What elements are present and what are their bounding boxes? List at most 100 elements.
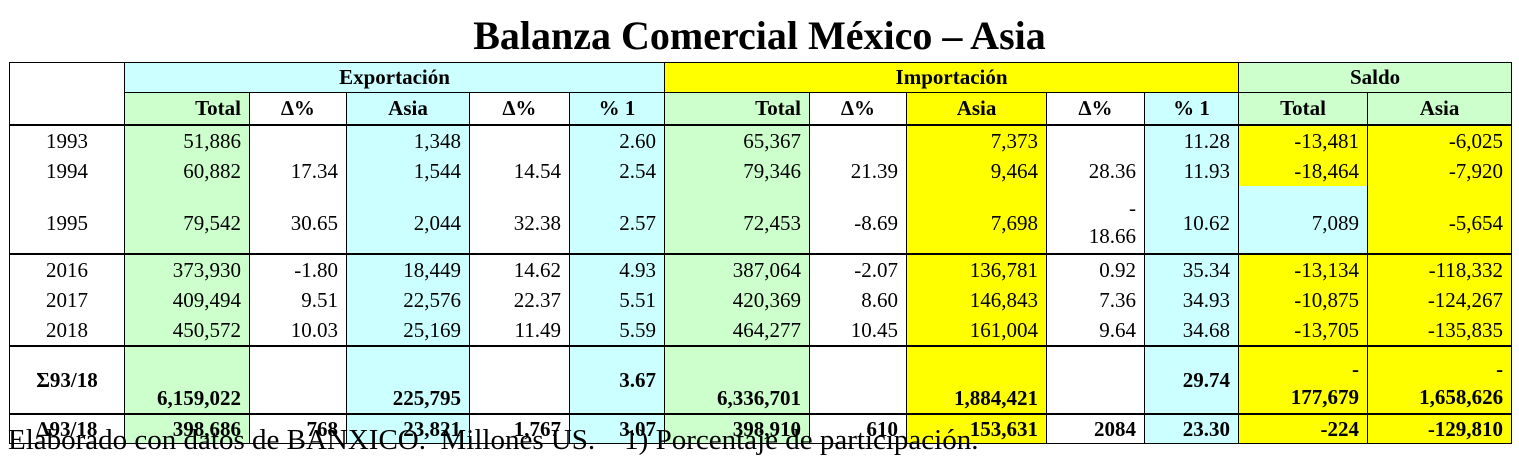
cell-imp-total: 387,064 — [664, 253, 811, 285]
column-header-row: Total ∆% Asia ∆% % 1 Total ∆% Asia ∆% % … — [10, 92, 1513, 126]
cell-exp-dpct: 10.03 — [249, 315, 347, 346]
row-year: 2017 — [9, 285, 125, 315]
cell-exp-dpct2: 22.37 — [469, 285, 570, 315]
cell-exp-pct1: 5.59 — [568, 315, 666, 346]
cell-exp-pct1: 4.93 — [568, 253, 666, 285]
cell-exp-dpct2: 1,767 — [469, 414, 570, 444]
cell-imp-dpct: 8.60 — [809, 285, 908, 315]
cell-sal-asia: - 1,658,626 — [1367, 345, 1513, 415]
table-row: 2018 450,572 10.03 25,169 11.49 5.59 464… — [9, 315, 1513, 346]
group-header-row: Exportación Importación Saldo — [9, 62, 1513, 126]
cell-imp-total: 464,277 — [664, 315, 811, 346]
cell-imp-dpct: -8.69 — [809, 186, 908, 254]
header-exp-asia: Asia — [346, 92, 470, 126]
header-imp-dpct2: ∆% — [1046, 92, 1146, 126]
cell-sal-total: -13,134 — [1238, 253, 1369, 285]
cell-exp-dpct: 17.34 — [249, 156, 347, 186]
cell-exp-asia: 2,044 — [346, 186, 470, 254]
cell-imp-dpct2: 28.36 — [1046, 156, 1146, 186]
delta-label: ∆93/18 — [9, 414, 125, 444]
cell-imp-dpct2 — [1046, 125, 1146, 156]
cell-exp-total: 6,159,022 — [124, 345, 250, 415]
table-row: 1993 51,886 1,348 2.60 65,367 7,373 11.2… — [9, 125, 1513, 156]
cell-imp-dpct: 610 — [809, 414, 908, 444]
minus-sign: - — [1352, 357, 1360, 381]
cell-exp-dpct: 30.65 — [249, 186, 347, 254]
cell-imp-asia: 153,631 — [906, 414, 1048, 444]
row-year: 1994 — [9, 156, 125, 186]
cell-imp-dpct2 — [1046, 345, 1146, 415]
cell-exp-dpct2: 11.49 — [469, 315, 570, 346]
cell-sal-total: -18,464 — [1238, 156, 1369, 186]
cell-sal-asia: -118,332 — [1367, 253, 1513, 285]
cell-imp-dpct2: 9.64 — [1046, 315, 1146, 346]
header-imp-dpct: ∆% — [809, 92, 908, 126]
cell-exp-dpct2: 14.54 — [469, 156, 570, 186]
header-exp-total: Total — [124, 92, 250, 126]
minus-sign: - — [1129, 196, 1137, 220]
header-exp-dpct: ∆% — [249, 92, 347, 126]
cell-sal-asia: -6,025 — [1367, 125, 1513, 156]
cell-imp-pct1: 35.34 — [1144, 253, 1240, 285]
trade-balance-table: Exportación Importación Saldo Total ∆% A… — [9, 62, 1513, 444]
row-year: 2016 — [9, 253, 125, 285]
cell-exp-asia: 1,348 — [346, 125, 470, 156]
cell-exp-dpct: 768 — [249, 414, 347, 444]
group-import: Importación — [664, 62, 1240, 93]
header-imp-pct1: % 1 — [1144, 92, 1240, 126]
cell-sal-asia: -5,654 — [1367, 186, 1513, 254]
cell-exp-dpct2 — [469, 345, 570, 415]
cell-exp-dpct2: 32.38 — [469, 186, 570, 254]
cell-sal-total: -13,481 — [1238, 125, 1369, 156]
cell-exp-pct1: 2.57 — [568, 186, 666, 254]
cell-imp-pct1: 11.93 — [1144, 156, 1240, 186]
cell-imp-total: 65,367 — [664, 125, 811, 156]
cell-imp-dpct: -2.07 — [809, 253, 908, 285]
cell-imp-asia: 7,373 — [906, 125, 1048, 156]
header-imp-asia: Asia — [906, 92, 1048, 126]
cell-imp-total: 6,336,701 — [664, 345, 811, 415]
cell-imp-asia: 7,698 — [906, 186, 1048, 254]
cell-exp-total: 450,572 — [124, 315, 250, 346]
row-year: 1993 — [9, 125, 125, 156]
cell-exp-asia: 225,795 — [346, 345, 470, 415]
header-imp-total: Total — [664, 92, 811, 126]
cell-sal-asia: -135,835 — [1367, 315, 1513, 346]
cell-exp-dpct — [249, 125, 347, 156]
cell-exp-dpct2 — [469, 125, 570, 156]
cell-sal-asia: -124,267 — [1367, 285, 1513, 315]
cell-exp-asia: 18,449 — [346, 253, 470, 285]
cell-exp-total: 51,886 — [124, 125, 250, 156]
cell-imp-dpct2: - 18.66 — [1046, 186, 1146, 254]
cell-exp-asia: 22,576 — [346, 285, 470, 315]
cell-imp-total: 420,369 — [664, 285, 811, 315]
cell-sal-asia: -129,810 — [1367, 414, 1513, 444]
cell-imp-asia: 161,004 — [906, 315, 1048, 346]
cell-imp-pct1: 34.68 — [1144, 315, 1240, 346]
cell-sal-total: - 177,679 — [1238, 345, 1369, 415]
header-exp-pct1: % 1 — [568, 92, 666, 126]
page-title: Balanza Comercial México – Asia — [473, 13, 1046, 58]
cell-sal-total: -10,875 — [1238, 285, 1369, 315]
delta-row: ∆93/18 398,686 768 23,821 1,767 3.07 398… — [9, 414, 1513, 444]
cell-imp-pct1: 11.28 — [1144, 125, 1240, 156]
row-year: 2018 — [9, 315, 125, 346]
cell-exp-dpct: -1.80 — [249, 253, 347, 285]
cell-exp-dpct: 9.51 — [249, 285, 347, 315]
cell-exp-pct1: 2.60 — [568, 125, 666, 156]
cell-value: 1,658,626 — [1419, 385, 1504, 409]
sum-label: Σ93/18 — [9, 345, 125, 415]
cell-imp-dpct2: 7.36 — [1046, 285, 1146, 315]
cell-imp-asia: 136,781 — [906, 253, 1048, 285]
cell-imp-dpct2: 0.92 — [1046, 253, 1146, 285]
cell-exp-total: 79,542 — [124, 186, 250, 254]
cell-sal-total: -224 — [1238, 414, 1369, 444]
cell-exp-total: 373,930 — [124, 253, 250, 285]
cell-sal-asia: -7,920 — [1367, 156, 1513, 186]
header-exp-dpct2: ∆% — [469, 92, 570, 126]
cell-imp-asia: 9,464 — [906, 156, 1048, 186]
table-row: 1994 60,882 17.34 1,544 14.54 2.54 79,34… — [9, 156, 1513, 186]
cell-imp-dpct: 21.39 — [809, 156, 908, 186]
cell-value: 177,679 — [1290, 385, 1360, 409]
cell-imp-pct1: 10.62 — [1144, 186, 1240, 254]
